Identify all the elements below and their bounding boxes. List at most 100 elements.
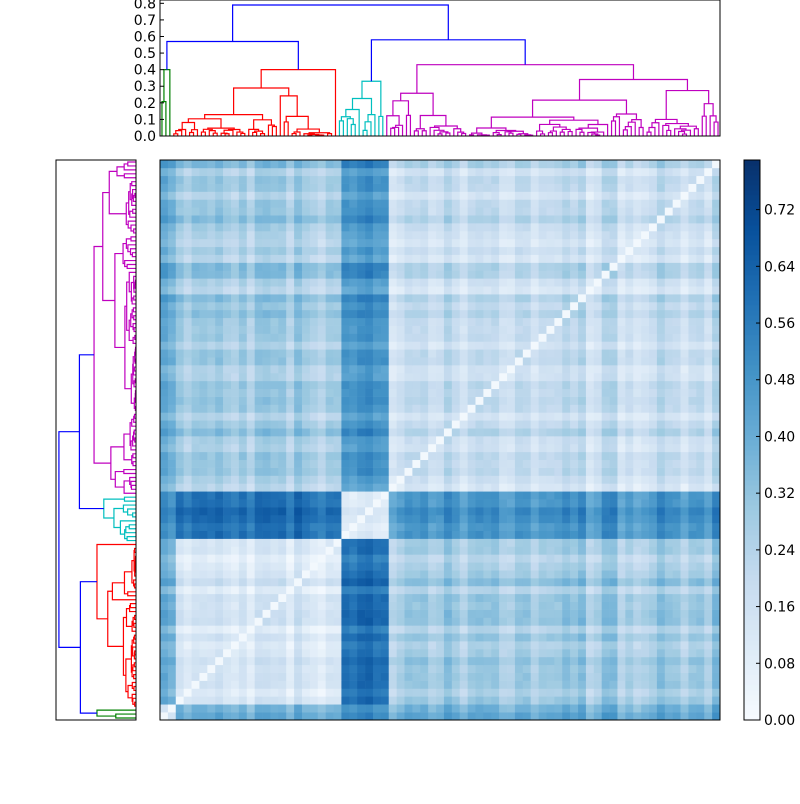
heatmap-cell [665,420,673,428]
heatmap-cell [483,570,491,578]
heatmap-cell [712,278,720,286]
heatmap-cell [578,452,586,460]
heatmap-cell [215,334,223,342]
heatmap-cell [625,412,633,420]
heatmap-cell [247,412,255,420]
heatmap-cell [231,468,239,476]
heatmap-cell [681,570,689,578]
heatmap-cell [602,247,610,255]
heatmap-cell [318,712,326,720]
heatmap-cell [168,523,176,531]
heatmap-cell [523,365,531,373]
heatmap-cell [688,475,696,483]
heatmap-cell [349,712,357,720]
heatmap-cell [633,444,641,452]
heatmap-cell [712,452,720,460]
heatmap-cell [397,688,405,696]
heatmap-cell [523,625,531,633]
heatmap-cell [207,349,215,357]
heatmap-cell [657,610,665,618]
heatmap-cell [491,617,499,625]
heatmap-cell [641,452,649,460]
heatmap-cell [405,633,413,641]
heatmap-cell [704,586,712,594]
heatmap-cell [255,507,263,515]
heatmap-cell [515,349,523,357]
heatmap-cell [436,357,444,365]
heatmap-cell [546,594,554,602]
dendrogram-link [393,101,409,116]
heatmap-cell [255,326,263,334]
heatmap-cell [507,468,515,476]
heatmap-cell [515,270,523,278]
heatmap-cell [373,373,381,381]
heatmap-cell [420,444,428,452]
heatmap-cell [239,373,247,381]
heatmap-cell [460,696,468,704]
heatmap-cell [578,483,586,491]
heatmap-cell [649,562,657,570]
heatmap-cell [255,531,263,539]
heatmap-cell [554,397,562,405]
heatmap-cell [349,625,357,633]
heatmap-cell [468,586,476,594]
heatmap-cell [184,539,192,547]
heatmap-cell [570,562,578,570]
heatmap-cell [302,688,310,696]
heatmap-cell [444,570,452,578]
heatmap-cell [278,389,286,397]
heatmap-cell [546,199,554,207]
heatmap-cell [436,531,444,539]
heatmap-cell [239,444,247,452]
heatmap-cell [341,578,349,586]
heatmap-cell [428,617,436,625]
heatmap-cell [562,365,570,373]
heatmap-cell [318,310,326,318]
heatmap-cell [436,326,444,334]
heatmap-cell [507,326,515,334]
heatmap-cell [199,578,207,586]
heatmap-cell [381,531,389,539]
heatmap-cell [633,625,641,633]
heatmap-cell [641,586,649,594]
heatmap-cell [712,546,720,554]
heatmap-cell [436,562,444,570]
heatmap-cell [712,712,720,720]
heatmap-cell [397,318,405,326]
heatmap-cell [389,641,397,649]
heatmap-cell [420,641,428,649]
heatmap-cell [602,428,610,436]
heatmap-cell [610,475,618,483]
heatmap-cell [657,263,665,271]
heatmap-cell [270,436,278,444]
heatmap-cell [483,341,491,349]
heatmap-cell [554,255,562,263]
heatmap-cell [405,310,413,318]
heatmap-cell [712,681,720,689]
heatmap-cell [641,278,649,286]
heatmap-cell [491,681,499,689]
heatmap-cell [365,460,373,468]
heatmap-cell [373,562,381,570]
heatmap-cell [176,436,184,444]
heatmap-cell [610,586,618,594]
heatmap-cell [302,270,310,278]
heatmap-cell [633,673,641,681]
heatmap-cell [270,365,278,373]
heatmap-cell [468,310,476,318]
heatmap-cell [586,373,594,381]
heatmap-cell [531,428,539,436]
heatmap-cell [373,570,381,578]
heatmap-cell [420,531,428,539]
heatmap-cell [192,428,200,436]
heatmap-cell [381,475,389,483]
heatmap-cell [160,681,168,689]
heatmap-cell [570,602,578,610]
heatmap-cell [318,341,326,349]
heatmap-cell [381,617,389,625]
heatmap-cell [681,468,689,476]
heatmap-cell [570,673,578,681]
heatmap-cell [341,499,349,507]
heatmap-cell [160,278,168,286]
heatmap-cell [365,436,373,444]
